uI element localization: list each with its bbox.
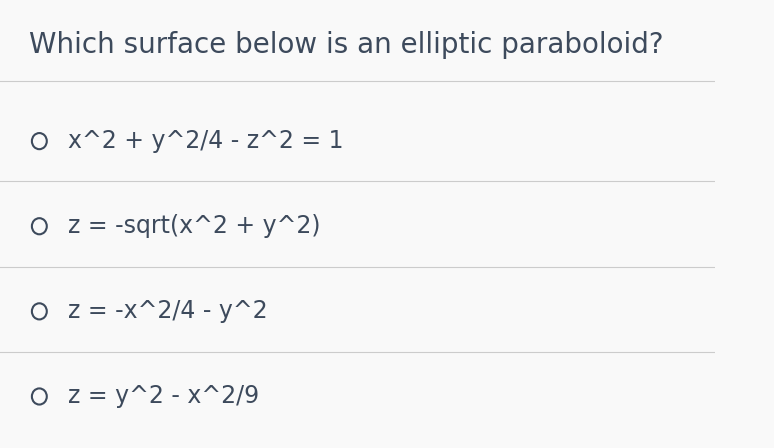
Text: x^2 + y^2/4 - z^2 = 1: x^2 + y^2/4 - z^2 = 1	[68, 129, 344, 153]
Text: z = -x^2/4 - y^2: z = -x^2/4 - y^2	[68, 299, 268, 323]
Text: z = y^2 - x^2/9: z = y^2 - x^2/9	[68, 384, 259, 409]
Text: Which surface below is an elliptic paraboloid?: Which surface below is an elliptic parab…	[29, 31, 663, 59]
Text: z = -sqrt(x^2 + y^2): z = -sqrt(x^2 + y^2)	[68, 214, 320, 238]
